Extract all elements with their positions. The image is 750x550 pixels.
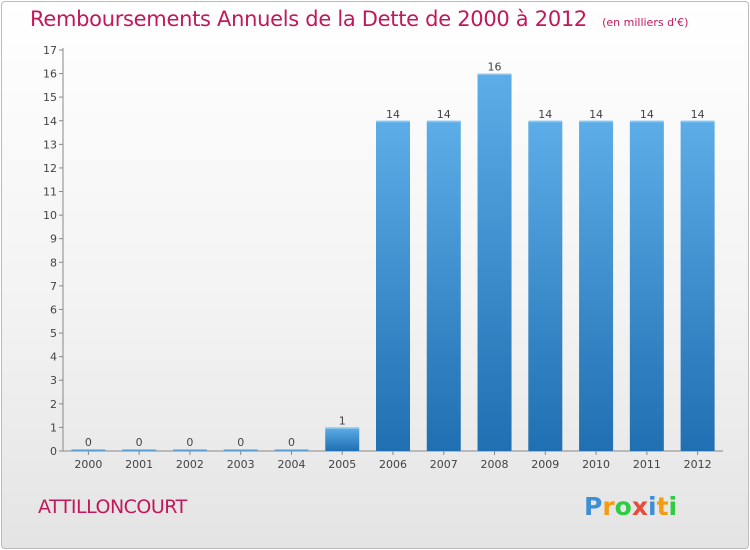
bar <box>376 120 410 451</box>
bar-highlight <box>528 120 563 123</box>
chart-title: Remboursements Annuels de la Dette de 20… <box>30 7 587 31</box>
bar-highlight <box>477 73 512 76</box>
data-label: 0 <box>237 436 244 449</box>
y-tick-label: 16 <box>43 68 57 81</box>
bar-highlight <box>426 120 461 123</box>
logo-letter: x <box>631 492 648 521</box>
x-tick-label: 2012 <box>684 458 712 471</box>
data-label: 0 <box>136 436 143 449</box>
y-tick-label: 6 <box>50 303 57 316</box>
y-tick-label: 4 <box>50 351 57 364</box>
bar <box>528 120 563 451</box>
bar <box>325 427 360 451</box>
logo-letter: P <box>584 492 603 521</box>
bar-highlight <box>122 449 157 451</box>
bar <box>426 120 461 451</box>
bar-highlight <box>376 120 410 123</box>
x-tick-label: 2005 <box>328 458 356 471</box>
y-tick-label: 10 <box>43 209 57 222</box>
chart-unit: (en milliers d'€) <box>602 16 689 29</box>
x-tick-label: 2003 <box>227 458 255 471</box>
data-label: 16 <box>488 61 502 74</box>
bar-highlight <box>71 449 106 451</box>
y-tick-label: 15 <box>43 91 57 104</box>
y-tick-label: 0 <box>50 445 57 458</box>
commune-name: ATTILLONCOURT <box>38 496 187 518</box>
data-label: 14 <box>538 108 552 121</box>
y-tick-label: 2 <box>50 398 57 411</box>
bar-highlight <box>629 120 664 123</box>
x-tick-label: 2011 <box>633 458 661 471</box>
y-tick-label: 13 <box>43 138 57 151</box>
chart-header: Remboursements Annuels de la Dette de 20… <box>30 7 688 31</box>
x-tick-label: 2007 <box>430 458 458 471</box>
y-tick-label: 7 <box>50 280 57 293</box>
y-tick-label: 5 <box>50 327 57 340</box>
y-tick-label: 9 <box>50 233 57 246</box>
logo-letter: i <box>648 492 657 521</box>
x-tick-label: 2009 <box>531 458 559 471</box>
proxiti-logo: Proxiti <box>584 492 677 521</box>
x-tick-label: 2002 <box>176 458 204 471</box>
logo-letter: t <box>656 492 669 521</box>
bar-highlight <box>325 427 360 429</box>
data-label: 14 <box>691 108 705 121</box>
y-tick-label: 11 <box>43 186 57 199</box>
data-label: 0 <box>288 436 295 449</box>
data-label: 0 <box>186 436 193 449</box>
y-tick-label: 8 <box>50 256 57 269</box>
x-tick-label: 2001 <box>125 458 153 471</box>
chart-labels: 2000 0 2001 0 2002 0 2003 0 2004 0 2005 1 2006 14 2007… <box>74 61 711 471</box>
x-tick-label: 2008 <box>481 458 509 471</box>
bar <box>680 120 715 451</box>
data-label: 14 <box>437 108 451 121</box>
data-label: 14 <box>386 108 400 121</box>
logo-letter: o <box>614 492 632 521</box>
data-label: 14 <box>640 108 654 121</box>
y-tick-label: 1 <box>50 421 57 434</box>
bar <box>477 73 512 452</box>
y-tick-label: 3 <box>50 374 57 387</box>
x-tick-label: 2010 <box>582 458 610 471</box>
bar-highlight <box>223 449 258 451</box>
x-tick-label: 2006 <box>379 458 407 471</box>
logo-letter: r <box>602 492 615 521</box>
y-tick-label: 12 <box>43 162 57 175</box>
bar-highlight <box>680 120 715 123</box>
bar-highlight <box>172 449 207 451</box>
y-tick-label: 17 <box>43 44 57 57</box>
bar <box>579 120 614 451</box>
x-tick-label: 2000 <box>74 458 102 471</box>
logo-letter: i <box>668 492 678 521</box>
y-tick-label: 14 <box>43 115 57 128</box>
chart-bars <box>71 73 715 452</box>
bar-highlight <box>274 449 309 451</box>
data-label: 0 <box>85 436 92 449</box>
x-tick-label: 2004 <box>277 458 305 471</box>
data-label: 14 <box>589 108 603 121</box>
bar-highlight <box>579 120 614 123</box>
bar <box>629 120 664 451</box>
data-label: 1 <box>339 414 346 427</box>
